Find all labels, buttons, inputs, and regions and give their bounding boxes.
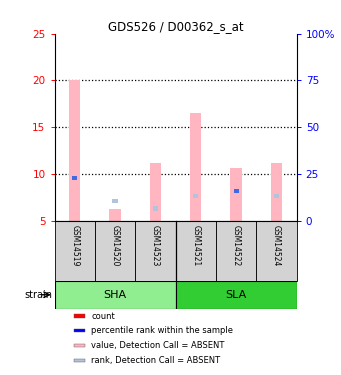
Bar	[231, 168, 242, 220]
Text: count: count	[91, 312, 115, 321]
Bar	[109, 209, 121, 220]
Bar	[274, 194, 279, 198]
Text: GSM14524: GSM14524	[272, 225, 281, 267]
Bar	[176, 281, 297, 309]
Bar	[190, 113, 202, 220]
Bar	[74, 344, 85, 347]
Bar	[135, 220, 176, 281]
Text: GSM14520: GSM14520	[110, 225, 120, 267]
Text: GSM14522: GSM14522	[232, 225, 241, 267]
Text: strain: strain	[25, 290, 53, 300]
Bar	[74, 329, 85, 332]
Bar	[95, 220, 135, 281]
Bar	[113, 199, 118, 203]
Text: rank, Detection Call = ABSENT: rank, Detection Call = ABSENT	[91, 356, 220, 364]
Bar	[271, 163, 282, 220]
Bar	[72, 176, 77, 180]
Text: GSM14519: GSM14519	[70, 225, 79, 267]
Bar	[74, 358, 85, 362]
Bar	[234, 189, 238, 193]
Bar	[153, 206, 158, 211]
Bar	[55, 220, 95, 281]
Bar	[193, 194, 198, 198]
Bar	[150, 163, 161, 220]
Bar	[216, 220, 256, 281]
Bar	[69, 80, 80, 220]
Text: value, Detection Call = ABSENT: value, Detection Call = ABSENT	[91, 341, 225, 350]
Text: percentile rank within the sample: percentile rank within the sample	[91, 326, 233, 335]
Title: GDS526 / D00362_s_at: GDS526 / D00362_s_at	[108, 20, 243, 33]
Bar	[176, 220, 216, 281]
Text: GSM14523: GSM14523	[151, 225, 160, 267]
Text: GSM14521: GSM14521	[191, 225, 200, 267]
Text: SLA: SLA	[225, 290, 247, 300]
Text: SHA: SHA	[104, 290, 127, 300]
Bar	[55, 281, 176, 309]
Bar	[256, 220, 297, 281]
Bar	[74, 315, 85, 318]
